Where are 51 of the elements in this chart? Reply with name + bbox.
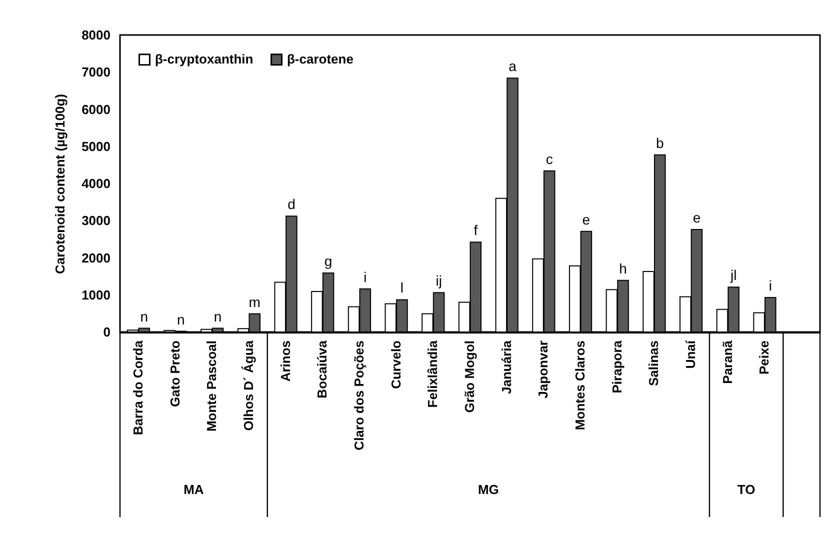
- x-tick-label: Claro dos Poções: [351, 340, 366, 450]
- x-tick-label: Monte Pascoal: [204, 340, 220, 432]
- y-tick-label: 3000: [82, 213, 110, 228]
- annotation: c: [546, 150, 553, 167]
- annotation: e: [582, 211, 590, 228]
- legend-label: β-carotene: [287, 52, 354, 67]
- y-tick-label: 1000: [82, 287, 110, 302]
- annotation: n: [140, 308, 148, 324]
- annotation: n: [177, 311, 185, 328]
- legend-label: β-cryptoxanthin: [155, 52, 254, 67]
- annotation: f: [474, 222, 478, 238]
- x-tick-label: Januária: [498, 340, 514, 394]
- annotation: m: [248, 294, 260, 310]
- y-tick-label: 5000: [82, 138, 110, 154]
- x-tick-label: Montes Claros: [572, 340, 588, 430]
- text: MG: [478, 482, 499, 497]
- x-tick-label: Unaí: [683, 340, 698, 369]
- x-tick-label: Olhos D´ Água: [240, 340, 256, 431]
- annotation: b: [656, 134, 664, 151]
- y-tick-label: 8000: [82, 28, 110, 42]
- annotation: e: [692, 210, 701, 226]
- annotation: i: [768, 277, 772, 294]
- annotation: i: [364, 268, 367, 285]
- x-tick-label: Grão Mogol: [462, 340, 477, 413]
- x-tick-label: Felixlândia: [425, 340, 440, 408]
- x-tick-label: Barra do Corda: [130, 340, 146, 436]
- x-tick-label: Peixe: [756, 340, 772, 374]
- y-axis-title: Carotenoid content (µg/100g): [52, 94, 68, 274]
- y-tick-label: 4000: [82, 176, 110, 191]
- annotation: n: [214, 308, 222, 324]
- x-tick-label: Salinas: [646, 340, 662, 386]
- x-tick-label: Bocaiúva: [314, 340, 330, 398]
- annotation: h: [619, 260, 627, 276]
- x-tick-label: Pirapora: [609, 340, 624, 394]
- text: MA: [184, 482, 204, 497]
- annotation: jl: [729, 267, 737, 284]
- x-tick-label: Arinos: [278, 340, 293, 382]
- x-tick-label: Curvelo: [388, 340, 404, 389]
- x-tick-label: Paranã: [720, 340, 735, 384]
- y-tick-label: 2000: [82, 250, 110, 266]
- x-tick-label: Japonvar: [536, 340, 551, 398]
- annotation: g: [324, 252, 332, 269]
- y-tick-label: 7000: [82, 64, 110, 80]
- annotation: a: [508, 58, 517, 74]
- y-tick-label: 0: [103, 324, 110, 340]
- annotation: d: [288, 196, 296, 212]
- y-tick-label: 6000: [82, 102, 110, 117]
- text: TO: [737, 482, 756, 497]
- annotation: ij: [436, 272, 442, 289]
- annotation: l: [400, 280, 404, 296]
- x-tick-label: Gato Preto: [167, 340, 182, 407]
